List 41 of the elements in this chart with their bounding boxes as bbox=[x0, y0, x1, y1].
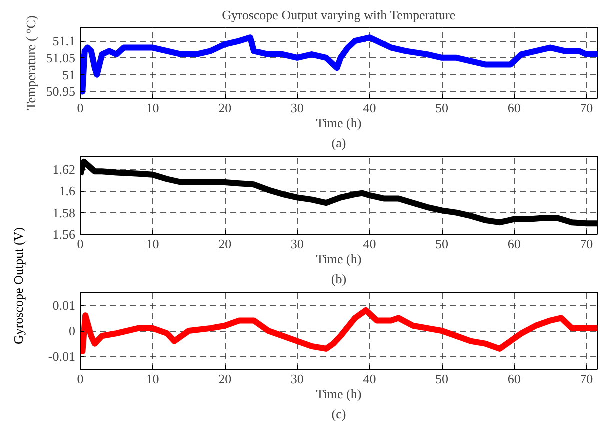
x-tick-label: 10 bbox=[146, 372, 160, 386]
x-tick-label: 40 bbox=[363, 100, 376, 116]
x-tick-label: 50 bbox=[436, 372, 449, 386]
y-tick-label: 1.58 bbox=[52, 205, 76, 220]
x-tick-label: 60 bbox=[508, 100, 521, 116]
y-tick-label: 51.05 bbox=[46, 50, 76, 66]
text: (c) bbox=[332, 406, 346, 421]
x-tick-label: 60 bbox=[508, 236, 521, 252]
x-tick-label: 70 bbox=[580, 372, 594, 386]
chart-title: Gyroscope Output varying with Temperature bbox=[222, 8, 456, 22]
x-tick-label: 40 bbox=[363, 236, 376, 252]
y-tick-label: 50.95 bbox=[46, 84, 76, 100]
x-tick-label: 20 bbox=[218, 100, 232, 116]
x-axis-title: Time (h) bbox=[316, 116, 362, 130]
x-tick-label: 30 bbox=[290, 100, 304, 116]
x-tick-label: 70 bbox=[580, 236, 594, 252]
x-tick-label: 10 bbox=[146, 236, 160, 252]
y-tick-label: 51.1 bbox=[52, 34, 76, 49]
x-tick-label: 60 bbox=[508, 372, 521, 386]
x-tick-label: 10 bbox=[146, 100, 160, 116]
text: (b) bbox=[331, 272, 347, 286]
x-tick-label: 70 bbox=[580, 100, 594, 116]
y-axis-title: Temperature ( °C) bbox=[23, 16, 38, 110]
y-tick-label: 51 bbox=[62, 67, 76, 82]
y-tick-label: -0.01 bbox=[48, 349, 76, 364]
y-tick-label: 1.62 bbox=[52, 162, 76, 177]
x-tick-label: 50 bbox=[436, 100, 449, 116]
x-tick-label: 40 bbox=[363, 372, 376, 386]
y-tick-label: 1.6 bbox=[59, 184, 76, 199]
x-tick-label: 30 bbox=[290, 236, 304, 252]
y-axis-title: Gyroscope Output (V) bbox=[11, 228, 26, 344]
y-tick-label: 1.56 bbox=[52, 227, 76, 242]
y-tick-label: 0.01 bbox=[52, 298, 76, 313]
text: (a) bbox=[332, 136, 346, 150]
x-tick-label: 20 bbox=[218, 236, 232, 252]
x-axis-title: Time (h) bbox=[316, 386, 362, 402]
x-tick-label: 30 bbox=[290, 372, 304, 386]
x-tick-label: 20 bbox=[218, 372, 232, 386]
x-tick-label: 50 bbox=[436, 236, 449, 252]
y-tick-label: 0 bbox=[69, 324, 76, 338]
x-axis-title: Time (h) bbox=[316, 252, 362, 266]
